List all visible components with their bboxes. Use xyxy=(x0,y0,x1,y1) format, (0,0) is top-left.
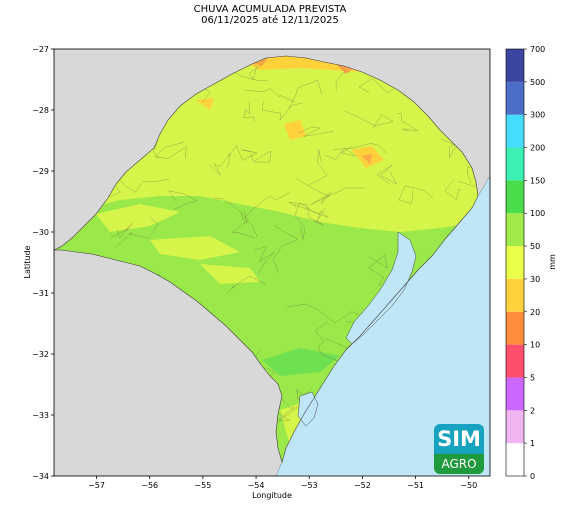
rain-zone-100-150mm-south xyxy=(262,348,340,376)
x-axis-ticks: −57 −56 −55 −54 −53 −52 −51 −50 xyxy=(88,476,477,490)
x-tick-label: −53 xyxy=(301,481,318,490)
lagoa-mirim xyxy=(297,391,319,427)
colorbar-segment xyxy=(506,180,524,214)
rain-zone-30-50mm-plateau xyxy=(180,82,420,120)
x-tick-label: −56 xyxy=(141,481,158,490)
state-outline xyxy=(54,55,479,464)
colorbar-segment xyxy=(506,311,524,345)
chart-title-line2: 06/11/2025 até 12/11/2025 xyxy=(201,15,339,26)
chart-title-line1: CHUVA ACUMULADA PREVISTA xyxy=(193,4,347,15)
colorbar-tick-label: 50 xyxy=(530,242,540,251)
colorbar-segment xyxy=(506,114,524,148)
colorbar-tick-label: 10 xyxy=(530,341,540,350)
colorbar-tick-label: 700 xyxy=(530,45,545,54)
rain-zone-20-30mm-nw xyxy=(196,98,214,110)
rain-zone-20-30mm-north xyxy=(240,56,360,72)
rain-zone-20-30mm-center xyxy=(284,120,306,140)
x-tick-label: −54 xyxy=(248,481,265,490)
x-tick-label: −50 xyxy=(460,481,477,490)
y-tick-label: −34 xyxy=(32,472,49,481)
plot-frame xyxy=(53,48,491,477)
colorbar-tick-label: 100 xyxy=(530,209,545,218)
y-tick-label: −28 xyxy=(32,106,49,115)
colorbar-segment xyxy=(506,278,524,312)
colorbar-segment xyxy=(506,246,524,279)
colorbar-tick-label: 1 xyxy=(530,439,535,448)
y-axis-label: Latitude xyxy=(23,245,32,278)
y-tick-label: −33 xyxy=(32,411,49,420)
y-tick-label: −31 xyxy=(32,289,49,298)
x-tick-label: −57 xyxy=(88,481,105,490)
colorbar-tick-label: 300 xyxy=(530,111,545,120)
colorbar-tick-label: 2 xyxy=(530,406,535,415)
rain-zone-30-50mm-center xyxy=(150,236,240,260)
colorbar-tick-label: 30 xyxy=(530,275,540,284)
colorbar-tick-label: 150 xyxy=(530,176,545,185)
rain-zone-10-20mm-c xyxy=(362,154,372,164)
logo-bottom-text: AGRO xyxy=(434,454,484,474)
y-tick-label: −29 xyxy=(32,167,49,176)
colorbar-segment xyxy=(506,377,524,411)
rain-zone-30-50mm-west xyxy=(96,204,180,232)
colorbar-segment xyxy=(506,213,524,247)
colorbar-tick-label: 500 xyxy=(530,78,545,87)
colorbar-segment xyxy=(506,344,524,378)
colorbar-segment xyxy=(506,410,524,444)
y-tick-label: −27 xyxy=(32,45,49,54)
colorbar-segment xyxy=(506,147,524,181)
rain-zone-10-20mm-b xyxy=(336,64,354,74)
colorbar-tick-label: 200 xyxy=(530,144,545,153)
y-tick-label: −30 xyxy=(32,228,49,237)
rain-zone-10-20mm-a xyxy=(250,58,268,66)
y-axis-ticks: −27 −28 −29 −30 −31 −32 −33 −34 xyxy=(32,45,54,481)
y-tick-label: −32 xyxy=(32,350,49,359)
x-axis-label: Longitude xyxy=(252,491,292,500)
colorbar-segment xyxy=(506,81,524,115)
colorbar: 0 1 2 5 10 20 30 50 100 150 200 300 500 700 xyxy=(505,45,545,481)
colorbar-segment xyxy=(506,443,524,476)
simagro-logo: SIM AGRO xyxy=(434,424,484,474)
colorbar-tick-label: 0 xyxy=(530,472,535,481)
x-tick-label: −52 xyxy=(354,481,371,490)
lagoa-dos-patos xyxy=(345,231,417,345)
x-tick-label: −55 xyxy=(194,481,211,490)
colorbar-unit-label: mm xyxy=(548,254,557,270)
colorbar-tick-label: 20 xyxy=(530,308,540,317)
colorbar-segment xyxy=(506,49,524,82)
colorbar-tick-label: 5 xyxy=(530,373,535,382)
x-tick-label: −51 xyxy=(407,481,424,490)
logo-top-text: SIM xyxy=(434,424,484,454)
